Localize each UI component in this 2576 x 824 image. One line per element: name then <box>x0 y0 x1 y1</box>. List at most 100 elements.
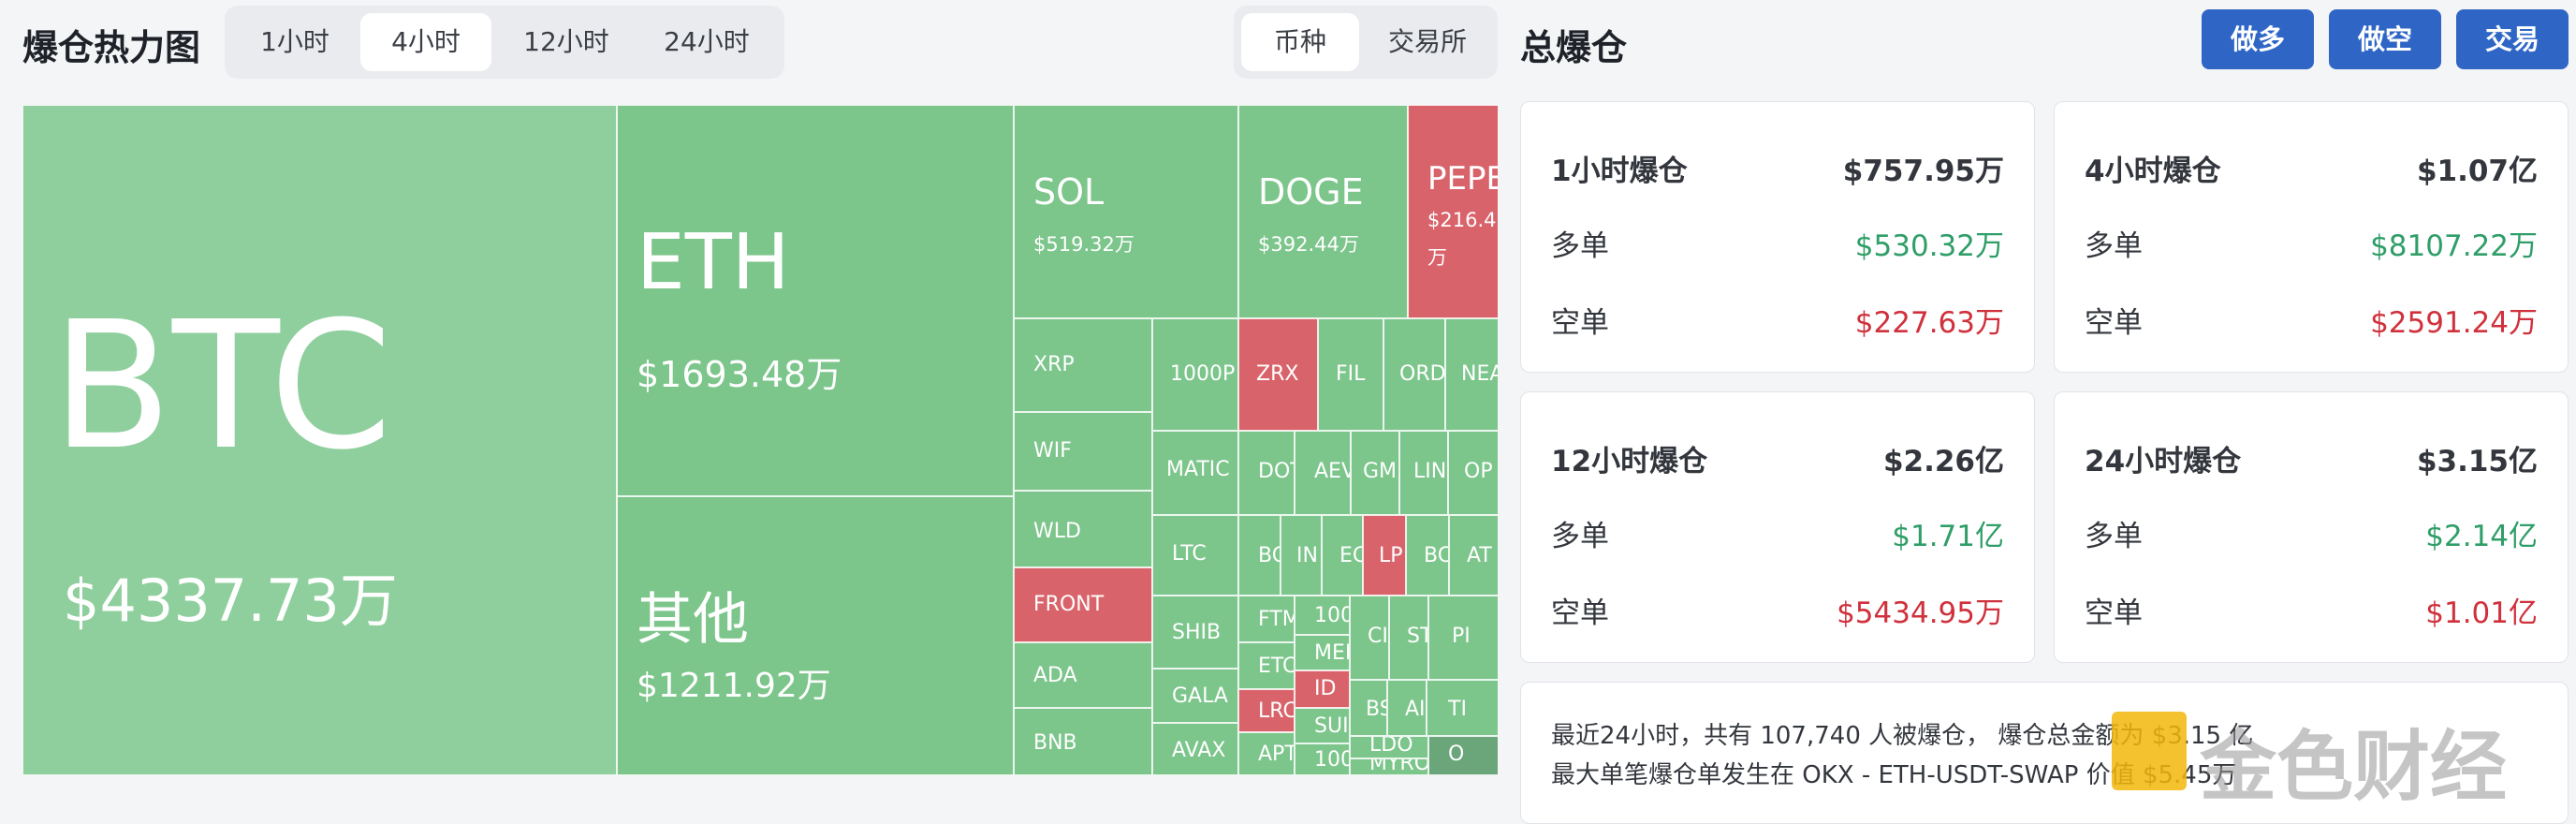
tile-id[interactable]: ID <box>1295 670 1350 708</box>
tile-ltc-symbol: LTC <box>1172 542 1207 566</box>
card-12h-long-label: 多单 <box>1551 520 1609 553</box>
tile-op[interactable]: OP <box>1448 431 1498 515</box>
card-4h-long-value: $8107.22万 <box>2370 229 2538 263</box>
tile-eth[interactable]: ETH $1693.48万 <box>617 105 1014 496</box>
tile-ti[interactable]: TI <box>1427 680 1498 736</box>
long-button[interactable]: 做多 <box>2202 9 2314 69</box>
tile-eth-amount: $1693.48万 <box>637 354 842 395</box>
card-12h-long-value: $1.71亿 <box>1892 520 2004 553</box>
tab-4h[interactable]: 4小时 <box>360 13 491 71</box>
watermark: 金色财经 <box>2106 700 2574 812</box>
tile-ftm[interactable]: FTM <box>1238 596 1295 642</box>
card-4h-label: 4小时爆仓 <box>2085 154 2221 188</box>
tile-in[interactable]: IN <box>1281 515 1322 596</box>
tile-in-symbol: IN <box>1296 544 1318 567</box>
card-24h-total: $3.15亿 <box>2416 445 2538 478</box>
tile-front[interactable]: FRONT <box>1014 567 1152 642</box>
tile-ltc[interactable]: LTC <box>1152 515 1238 596</box>
tile-gala[interactable]: GALA <box>1152 669 1238 723</box>
tile-etc[interactable]: ETC <box>1238 642 1295 689</box>
tile-1000s[interactable]: 1000S <box>1295 743 1350 775</box>
tile-sol[interactable]: SOL $519.32万 <box>1014 105 1238 318</box>
tile-xrp[interactable]: XRP <box>1014 318 1152 412</box>
tile-lp[interactable]: LP <box>1363 515 1406 596</box>
tile-1000[interactable]: 1000 <box>1295 596 1350 635</box>
card-1h-long-value: $530.32万 <box>1854 229 2004 263</box>
tile-wif[interactable]: WIF <box>1014 412 1152 491</box>
liquidation-heatmap: BTC $4337.73万 ETH $1693.48万 其他 $1211.92万… <box>22 105 1498 775</box>
tile-ord[interactable]: ORD <box>1383 318 1445 431</box>
tile-near[interactable]: NEA <box>1445 318 1498 431</box>
tile-pepe-amount-unit: 万 <box>1427 246 1447 269</box>
tile-dot-symbol: DOT <box>1258 460 1294 483</box>
tile-o[interactable]: O <box>1428 736 1498 775</box>
card-4h-long-label: 多单 <box>2085 229 2143 263</box>
tile-ldo[interactable]: LDO <box>1350 736 1428 758</box>
tile-gala-symbol: GALA <box>1172 684 1228 708</box>
tile-bc-symbol: BC <box>1258 544 1280 567</box>
tile-ai[interactable]: AI <box>1387 680 1427 736</box>
tile-shib-symbol: SHIB <box>1172 621 1222 644</box>
tab-1h[interactable]: 1小时 <box>260 26 329 57</box>
tile-wld[interactable]: WLD <box>1014 491 1152 567</box>
tile-ec-symbol: EC <box>1339 544 1362 567</box>
tile-pi-symbol: PI <box>1452 625 1471 648</box>
trade-button[interactable]: 交易 <box>2456 9 2569 69</box>
tile-shib[interactable]: SHIB <box>1152 596 1238 669</box>
tile-bnb[interactable]: BNB <box>1014 708 1152 775</box>
tile-other-amount: $1211.92万 <box>637 667 831 705</box>
tile-fil[interactable]: FIL <box>1318 318 1383 431</box>
tile-gm[interactable]: GM <box>1351 431 1399 515</box>
watermark-logo-icon <box>2112 712 2187 790</box>
tile-btc-amount: $4337.73万 <box>63 566 398 635</box>
tile-lrc-symbol: LRC <box>1258 699 1295 723</box>
tile-matic-symbol: MATIC <box>1166 458 1230 481</box>
tab-12h[interactable]: 12小时 <box>523 26 609 57</box>
tile-wif-symbol: WIF <box>1033 439 1072 463</box>
tile-mem-symbol: MEM <box>1314 641 1349 665</box>
card-4h-short-value: $2591.24万 <box>2370 306 2538 340</box>
tile-pepe-symbol: PEPE <box>1427 160 1498 198</box>
tile-zrx[interactable]: ZRX <box>1238 318 1318 431</box>
tile-ada[interactable]: ADA <box>1014 642 1152 708</box>
card-12h-label: 12小时爆仓 <box>1551 445 1708 478</box>
tile-lin-symbol: LIN <box>1413 460 1447 483</box>
card-1h-short-label: 空单 <box>1551 306 1609 340</box>
card-24h-short-value: $1.01亿 <box>2425 596 2538 630</box>
tab-exchange[interactable]: 交易所 <box>1387 26 1467 57</box>
tile-aev[interactable]: AEV <box>1295 431 1351 515</box>
tab-coin[interactable]: 币种 <box>1241 13 1359 71</box>
tile-btc[interactable]: BTC $4337.73万 <box>22 105 617 775</box>
tile-sui[interactable]: SUI <box>1295 708 1350 743</box>
tile-bs[interactable]: BS <box>1350 680 1387 736</box>
tile-doge[interactable]: DOGE $392.44万 <box>1238 105 1408 318</box>
tile-sol-symbol: SOL <box>1033 171 1105 213</box>
tile-lrc[interactable]: LRC <box>1238 689 1295 732</box>
card-24h-long-label: 多单 <box>2085 520 2143 553</box>
tile-bc[interactable]: BC <box>1238 515 1281 596</box>
tile-mem[interactable]: MEM <box>1295 635 1350 670</box>
tile-ec[interactable]: EC <box>1322 515 1363 596</box>
tile-bc2[interactable]: BC <box>1406 515 1449 596</box>
tile-matic[interactable]: MATIC <box>1152 431 1238 515</box>
tile-bc2-symbol: BC <box>1424 544 1448 567</box>
tab-24h[interactable]: 24小时 <box>664 26 750 57</box>
short-button[interactable]: 做空 <box>2329 9 2441 69</box>
time-range-tabs: 1小时 4小时 12小时 24小时 <box>225 6 784 79</box>
tile-myro[interactable]: MYRO <box>1350 758 1428 775</box>
tile-ci[interactable]: CI <box>1350 596 1389 680</box>
tile-doge-symbol: DOGE <box>1258 171 1364 213</box>
tile-dot[interactable]: DOT <box>1238 431 1295 515</box>
tile-st[interactable]: ST <box>1389 596 1428 680</box>
tile-avax[interactable]: AVAX <box>1152 723 1238 775</box>
tile-at-symbol: AT <box>1467 544 1492 567</box>
tile-at[interactable]: AT <box>1449 515 1498 596</box>
tile-other[interactable]: 其他 $1211.92万 <box>617 496 1014 775</box>
tile-pepe[interactable]: PEPE $216.4 万 <box>1408 105 1498 318</box>
tile-lin[interactable]: LIN <box>1399 431 1448 515</box>
tile-apt-symbol: APT <box>1258 743 1295 766</box>
tile-pi[interactable]: PI <box>1428 596 1498 680</box>
tile-1000p[interactable]: 1000P <box>1152 318 1238 431</box>
tile-1000s-symbol: 1000S <box>1314 748 1349 772</box>
tile-apt[interactable]: APT <box>1238 732 1295 775</box>
